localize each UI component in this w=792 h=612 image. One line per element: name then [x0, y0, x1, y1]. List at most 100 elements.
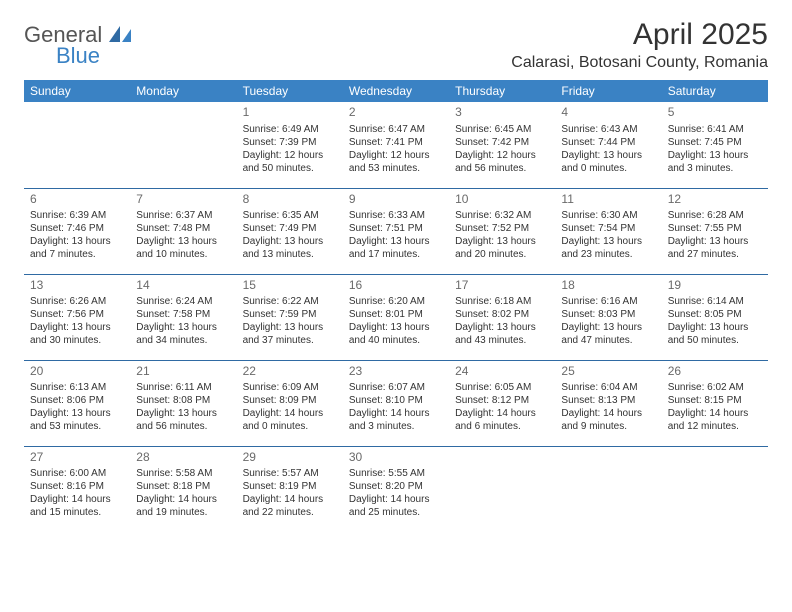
- calendar-cell: 27Sunrise: 6:00 AMSunset: 8:16 PMDayligh…: [24, 446, 130, 532]
- daylight-text: Daylight: 13 hours: [349, 321, 443, 334]
- sunset-text: Sunset: 8:09 PM: [243, 394, 337, 407]
- day-number: 19: [668, 278, 762, 294]
- daylight-text: Daylight: 14 hours: [243, 407, 337, 420]
- sunset-text: Sunset: 8:01 PM: [349, 308, 443, 321]
- day-number: 3: [455, 105, 549, 121]
- daylight-text: and 47 minutes.: [561, 334, 655, 347]
- daylight-text: Daylight: 13 hours: [349, 235, 443, 248]
- day-number: 7: [136, 192, 230, 208]
- daylight-text: and 53 minutes.: [349, 162, 443, 175]
- calendar-cell: 18Sunrise: 6:16 AMSunset: 8:03 PMDayligh…: [555, 274, 661, 360]
- daylight-text: and 53 minutes.: [30, 420, 124, 433]
- day-number: 6: [30, 192, 124, 208]
- sunset-text: Sunset: 7:58 PM: [136, 308, 230, 321]
- sunset-text: Sunset: 7:54 PM: [561, 222, 655, 235]
- daylight-text: and 3 minutes.: [349, 420, 443, 433]
- daylight-text: and 56 minutes.: [136, 420, 230, 433]
- calendar-cell: 29Sunrise: 5:57 AMSunset: 8:19 PMDayligh…: [237, 446, 343, 532]
- day-number: 20: [30, 364, 124, 380]
- calendar-cell: [449, 446, 555, 532]
- day-number: 2: [349, 105, 443, 121]
- daylight-text: Daylight: 13 hours: [668, 321, 762, 334]
- sunset-text: Sunset: 7:56 PM: [30, 308, 124, 321]
- day-number: 13: [30, 278, 124, 294]
- daylight-text: Daylight: 13 hours: [455, 235, 549, 248]
- sunrise-text: Sunrise: 6:02 AM: [668, 381, 762, 394]
- daylight-text: Daylight: 13 hours: [243, 321, 337, 334]
- day-number: 22: [243, 364, 337, 380]
- day-number: 15: [243, 278, 337, 294]
- day-number: 14: [136, 278, 230, 294]
- sunset-text: Sunset: 7:39 PM: [243, 136, 337, 149]
- daylight-text: Daylight: 12 hours: [243, 149, 337, 162]
- calendar-cell: 13Sunrise: 6:26 AMSunset: 7:56 PMDayligh…: [24, 274, 130, 360]
- sunset-text: Sunset: 7:55 PM: [668, 222, 762, 235]
- daylight-text: and 15 minutes.: [30, 506, 124, 519]
- sunrise-text: Sunrise: 6:47 AM: [349, 123, 443, 136]
- day-number: 4: [561, 105, 655, 121]
- daylight-text: Daylight: 14 hours: [455, 407, 549, 420]
- calendar-cell: 6Sunrise: 6:39 AMSunset: 7:46 PMDaylight…: [24, 188, 130, 274]
- daylight-text: and 3 minutes.: [668, 162, 762, 175]
- daylight-text: Daylight: 13 hours: [30, 235, 124, 248]
- sunset-text: Sunset: 8:08 PM: [136, 394, 230, 407]
- daylight-text: and 25 minutes.: [349, 506, 443, 519]
- calendar-week-row: 6Sunrise: 6:39 AMSunset: 7:46 PMDaylight…: [24, 188, 768, 274]
- daylight-text: and 34 minutes.: [136, 334, 230, 347]
- daylight-text: Daylight: 14 hours: [561, 407, 655, 420]
- sunrise-text: Sunrise: 6:35 AM: [243, 209, 337, 222]
- daylight-text: Daylight: 13 hours: [561, 149, 655, 162]
- sunrise-text: Sunrise: 5:58 AM: [136, 467, 230, 480]
- sunrise-text: Sunrise: 6:20 AM: [349, 295, 443, 308]
- sunset-text: Sunset: 8:03 PM: [561, 308, 655, 321]
- daylight-text: Daylight: 13 hours: [455, 321, 549, 334]
- daylight-text: and 13 minutes.: [243, 248, 337, 261]
- sunrise-text: Sunrise: 6:32 AM: [455, 209, 549, 222]
- daylight-text: and 37 minutes.: [243, 334, 337, 347]
- sunset-text: Sunset: 7:48 PM: [136, 222, 230, 235]
- day-header: Tuesday: [237, 80, 343, 102]
- calendar-cell: 16Sunrise: 6:20 AMSunset: 8:01 PMDayligh…: [343, 274, 449, 360]
- calendar-week-row: 27Sunrise: 6:00 AMSunset: 8:16 PMDayligh…: [24, 446, 768, 532]
- sunset-text: Sunset: 8:20 PM: [349, 480, 443, 493]
- sunrise-text: Sunrise: 6:43 AM: [561, 123, 655, 136]
- calendar-cell: 21Sunrise: 6:11 AMSunset: 8:08 PMDayligh…: [130, 360, 236, 446]
- calendar-cell: 25Sunrise: 6:04 AMSunset: 8:13 PMDayligh…: [555, 360, 661, 446]
- daylight-text: and 0 minutes.: [243, 420, 337, 433]
- sunset-text: Sunset: 7:49 PM: [243, 222, 337, 235]
- sunrise-text: Sunrise: 6:09 AM: [243, 381, 337, 394]
- sunset-text: Sunset: 8:13 PM: [561, 394, 655, 407]
- sunset-text: Sunset: 8:16 PM: [30, 480, 124, 493]
- sunset-text: Sunset: 7:51 PM: [349, 222, 443, 235]
- day-number: 26: [668, 364, 762, 380]
- day-header: Monday: [130, 80, 236, 102]
- daylight-text: Daylight: 13 hours: [30, 407, 124, 420]
- sunset-text: Sunset: 7:46 PM: [30, 222, 124, 235]
- daylight-text: and 17 minutes.: [349, 248, 443, 261]
- calendar-cell: 22Sunrise: 6:09 AMSunset: 8:09 PMDayligh…: [237, 360, 343, 446]
- day-number: 17: [455, 278, 549, 294]
- sunset-text: Sunset: 7:42 PM: [455, 136, 549, 149]
- sunrise-text: Sunrise: 6:18 AM: [455, 295, 549, 308]
- calendar-cell: 14Sunrise: 6:24 AMSunset: 7:58 PMDayligh…: [130, 274, 236, 360]
- daylight-text: and 56 minutes.: [455, 162, 549, 175]
- calendar-cell: 11Sunrise: 6:30 AMSunset: 7:54 PMDayligh…: [555, 188, 661, 274]
- calendar-week-row: 20Sunrise: 6:13 AMSunset: 8:06 PMDayligh…: [24, 360, 768, 446]
- day-number: 18: [561, 278, 655, 294]
- calendar-cell: 12Sunrise: 6:28 AMSunset: 7:55 PMDayligh…: [662, 188, 768, 274]
- day-number: 5: [668, 105, 762, 121]
- sunrise-text: Sunrise: 6:24 AM: [136, 295, 230, 308]
- calendar-cell: 1Sunrise: 6:49 AMSunset: 7:39 PMDaylight…: [237, 102, 343, 188]
- day-number: 23: [349, 364, 443, 380]
- sunset-text: Sunset: 8:12 PM: [455, 394, 549, 407]
- logo-sail-icon: [109, 26, 131, 47]
- sunset-text: Sunset: 8:18 PM: [136, 480, 230, 493]
- daylight-text: Daylight: 14 hours: [349, 407, 443, 420]
- day-number: 27: [30, 450, 124, 466]
- daylight-text: and 9 minutes.: [561, 420, 655, 433]
- day-number: 25: [561, 364, 655, 380]
- sunset-text: Sunset: 7:52 PM: [455, 222, 549, 235]
- calendar-cell: 20Sunrise: 6:13 AMSunset: 8:06 PMDayligh…: [24, 360, 130, 446]
- day-number: 1: [243, 105, 337, 121]
- sunset-text: Sunset: 7:44 PM: [561, 136, 655, 149]
